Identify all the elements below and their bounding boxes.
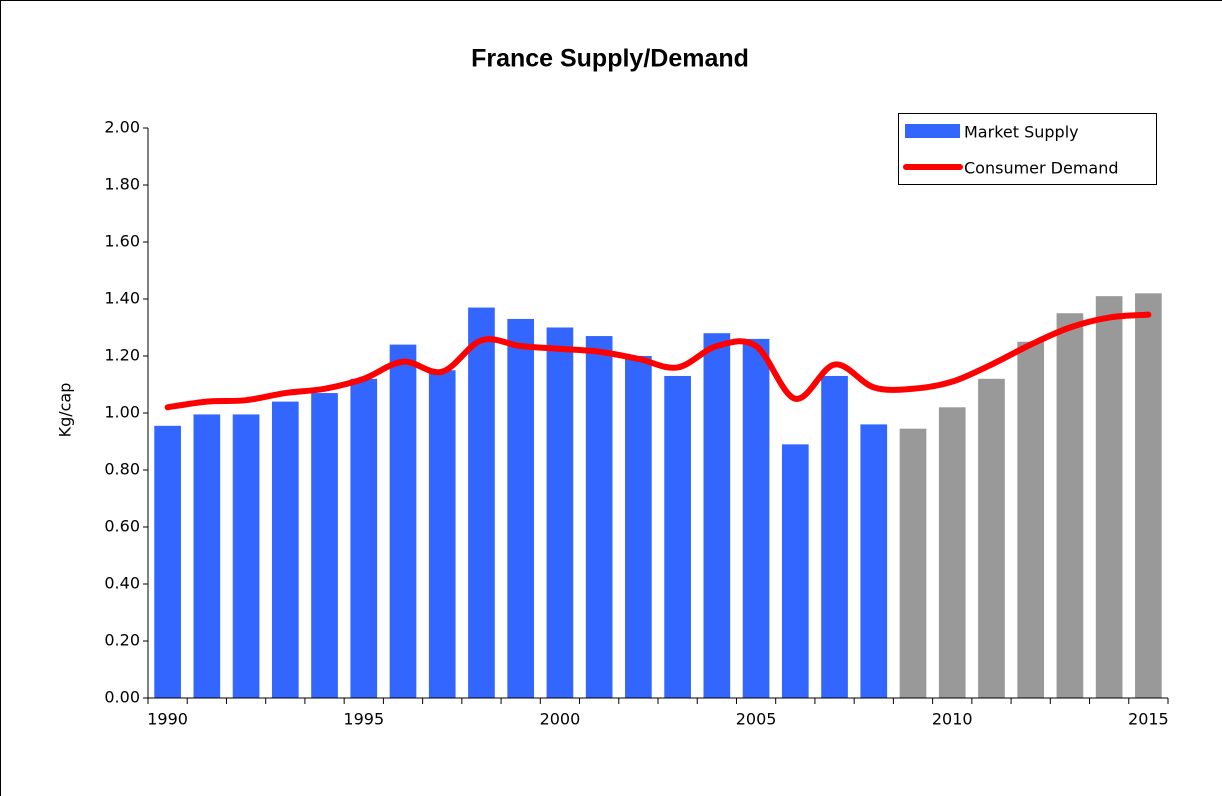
bar (1135, 293, 1162, 698)
bar (938, 407, 966, 698)
y-tick-label: 0.60 (104, 517, 140, 536)
bar (978, 378, 1005, 698)
bar (703, 333, 731, 698)
bar (742, 338, 770, 698)
y-tick-label: 1.60 (104, 232, 140, 251)
x-tick-label: 2015 (1128, 710, 1169, 729)
y-axis-label: Kg/cap (56, 383, 75, 438)
bar (350, 378, 378, 698)
bar (389, 344, 417, 698)
y-tick-label: 0.40 (104, 574, 140, 593)
y-tick-label: 0.20 (104, 631, 140, 650)
bar (232, 414, 260, 698)
legend-label: Consumer Demand (964, 159, 1119, 178)
bar (311, 393, 338, 698)
bar (821, 375, 848, 698)
bar (428, 370, 456, 698)
y-tick-label: 1.80 (104, 175, 140, 194)
bar (271, 401, 299, 698)
y-tick-label: 1.40 (104, 289, 140, 308)
line (164, 311, 1152, 411)
y-tick-label: 1.00 (104, 403, 140, 422)
y-tick-label: 2.00 (104, 118, 140, 137)
bar (585, 336, 613, 698)
bar (507, 318, 535, 698)
x-tick-label: 2005 (736, 710, 777, 729)
bar (193, 414, 221, 698)
bar (860, 424, 888, 698)
bar (154, 425, 181, 698)
legend-label: Market Supply (964, 123, 1079, 142)
bar (664, 375, 691, 698)
x-tick-label: 1990 (147, 710, 188, 729)
x-tick-label: 2010 (932, 710, 973, 729)
bar (1017, 341, 1045, 698)
bar (781, 444, 809, 698)
bar (546, 327, 574, 698)
x-tick-label: 1995 (343, 710, 384, 729)
bar (625, 356, 652, 698)
legend-swatch (905, 124, 960, 138)
chart-title: France Supply/Demand (471, 45, 749, 73)
bar (899, 428, 927, 698)
bar (468, 307, 495, 698)
y-tick-label: 0.80 (104, 460, 140, 479)
bar (1056, 313, 1084, 698)
y-tick-label: 1.20 (104, 346, 140, 365)
y-tick-label: 0.00 (104, 688, 140, 707)
x-tick-label: 2000 (540, 710, 581, 729)
bar (1095, 296, 1123, 698)
